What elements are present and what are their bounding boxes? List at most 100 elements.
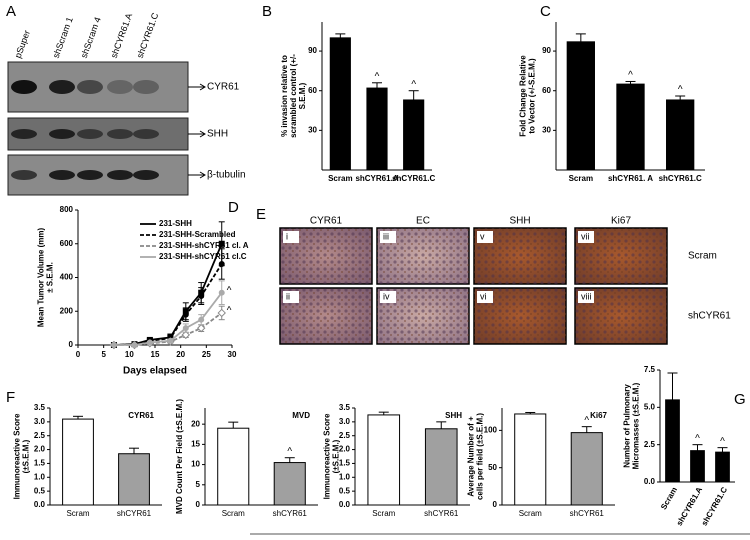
y-tick-label: 1.0 bbox=[339, 472, 351, 481]
panel-letter: G bbox=[734, 391, 746, 408]
blot-band bbox=[11, 80, 37, 94]
point bbox=[182, 325, 189, 332]
bar bbox=[424, 428, 458, 506]
y-tick-label: 7.5 bbox=[644, 365, 656, 374]
panel-tag: v bbox=[480, 231, 485, 241]
x-tick-label: Scram bbox=[372, 509, 395, 518]
band-label: SHH bbox=[207, 129, 228, 140]
bar bbox=[616, 83, 645, 171]
blot-band bbox=[107, 80, 133, 94]
panel-tag: i bbox=[286, 231, 288, 241]
y-axis-label: Immunoreactive Score bbox=[13, 413, 22, 499]
x-tick-label: Scram bbox=[328, 174, 352, 183]
y-axis-label: to Vector (+/-S.E.M.) bbox=[528, 58, 537, 134]
x-tick-label: shCYR61.C bbox=[392, 174, 435, 183]
y-tick-label: 0 bbox=[493, 500, 498, 509]
bar bbox=[118, 453, 150, 506]
x-tick-label: Scram bbox=[659, 486, 679, 512]
chart-title: Ki67 bbox=[590, 411, 607, 420]
blot-band bbox=[77, 80, 103, 94]
panel-tag: viii bbox=[581, 291, 592, 301]
y-axis-label: Fold Change Relative bbox=[519, 55, 528, 137]
y-tick-label: 60 bbox=[542, 86, 551, 95]
y-tick-label: 5 bbox=[196, 480, 201, 489]
y-tick-label: 5.0 bbox=[644, 402, 656, 411]
significance-marker: ^ bbox=[227, 285, 232, 296]
bar bbox=[570, 432, 603, 506]
bar bbox=[690, 450, 705, 483]
y-axis-label: Number of Pulmonary bbox=[623, 384, 632, 468]
x-tick-label: 30 bbox=[228, 350, 237, 359]
bar bbox=[217, 427, 250, 506]
panel-letter: D bbox=[228, 199, 239, 216]
y-tick-label: 2.5 bbox=[339, 431, 351, 440]
panel-tag-bg bbox=[380, 231, 396, 243]
y-tick-label: 0.5 bbox=[34, 486, 46, 495]
point bbox=[218, 289, 225, 296]
point bbox=[198, 293, 205, 300]
panel-tag: vi bbox=[480, 291, 487, 301]
y-tick-label: 50 bbox=[488, 463, 497, 472]
y-tick-label: 0.0 bbox=[339, 500, 351, 509]
y-axis-label: S.E.M.) bbox=[298, 82, 307, 109]
bar bbox=[666, 99, 695, 171]
x-tick-label: Scram bbox=[569, 174, 593, 183]
y-tick-label: 2.5 bbox=[644, 440, 656, 449]
blot-band bbox=[107, 129, 133, 139]
column-label: SHH bbox=[509, 216, 530, 227]
y-tick-label: 1.5 bbox=[34, 459, 46, 468]
bar bbox=[367, 414, 401, 506]
arrow-head bbox=[199, 130, 206, 138]
y-tick-label: 3.0 bbox=[339, 417, 351, 426]
y-tick-label: 0 bbox=[196, 500, 201, 509]
panel-tag-bg bbox=[578, 231, 594, 243]
point bbox=[218, 240, 225, 247]
point bbox=[146, 339, 153, 346]
blot-band bbox=[49, 129, 75, 139]
x-tick-label: 25 bbox=[202, 350, 211, 359]
blot-band bbox=[133, 80, 159, 94]
blot-band bbox=[49, 170, 75, 180]
significance-marker: ^ bbox=[287, 446, 292, 457]
y-tick-label: 0.0 bbox=[34, 500, 46, 509]
y-tick-label: 100 bbox=[484, 425, 498, 434]
bar bbox=[566, 41, 595, 171]
column-label: EC bbox=[416, 216, 430, 227]
y-axis-label: ± S.E.M. bbox=[46, 262, 55, 293]
significance-marker: ^ bbox=[411, 79, 416, 90]
x-tick-label: shCYR61.C bbox=[700, 485, 729, 527]
y-tick-label: 60 bbox=[308, 86, 317, 95]
y-axis-label: Micromasses (±S.E.M.) bbox=[632, 382, 641, 469]
legend-label: 231-SHH-shCYR61 cl.C bbox=[159, 252, 247, 261]
band-label: CYR61 bbox=[207, 82, 240, 93]
bar bbox=[62, 418, 94, 506]
x-axis-label: Days elapsed bbox=[123, 366, 187, 377]
arrow-head bbox=[199, 171, 206, 179]
panel-letter: F bbox=[6, 389, 15, 406]
point bbox=[218, 261, 225, 267]
x-tick-label: 10 bbox=[125, 350, 134, 359]
x-tick-label: shCYR61.A bbox=[355, 174, 398, 183]
panel-tag-bg bbox=[380, 291, 396, 303]
panel-letter: B bbox=[262, 3, 272, 20]
blot-band bbox=[49, 80, 75, 94]
blot-band bbox=[11, 129, 37, 139]
bar bbox=[366, 87, 388, 171]
lane-label: shCYR61.A bbox=[109, 12, 134, 60]
significance-marker: ^ bbox=[678, 85, 683, 96]
panel-tag: vii bbox=[581, 231, 590, 241]
blot-band bbox=[133, 129, 159, 139]
series-line bbox=[113, 263, 223, 346]
x-tick-label: Scram bbox=[66, 509, 89, 518]
chart-title: SHH bbox=[445, 411, 462, 420]
lane-label: pSuper bbox=[13, 29, 32, 60]
panel-letter: A bbox=[6, 3, 16, 20]
bar bbox=[665, 399, 680, 483]
blot-band bbox=[107, 170, 133, 180]
significance-marker: ^ bbox=[584, 415, 589, 426]
y-tick-label: 20 bbox=[191, 419, 200, 428]
y-tick-label: 0.5 bbox=[339, 486, 351, 495]
legend-label: 231-SHH bbox=[159, 219, 192, 228]
y-tick-label: 3.0 bbox=[34, 417, 46, 426]
